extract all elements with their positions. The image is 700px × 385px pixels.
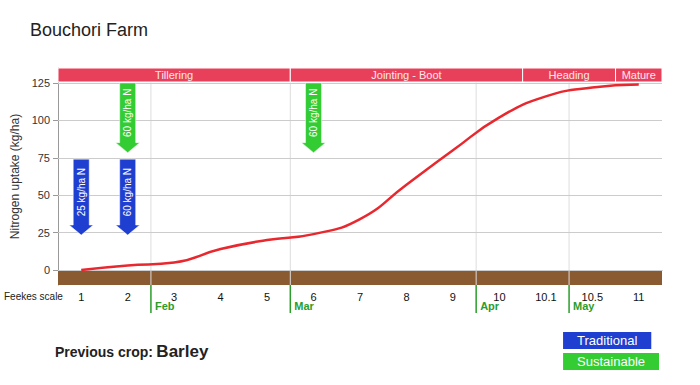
- svg-text:11: 11: [633, 291, 644, 303]
- svg-text:9: 9: [450, 291, 456, 303]
- svg-text:7: 7: [357, 291, 363, 303]
- svg-text:Heading: Heading: [549, 69, 590, 81]
- svg-text:May: May: [573, 300, 595, 312]
- svg-text:8: 8: [403, 291, 409, 303]
- svg-text:60 kg/ha N: 60 kg/ha N: [122, 89, 133, 137]
- svg-text:3: 3: [171, 290, 178, 303]
- svg-text:10: 10: [493, 290, 506, 303]
- svg-text:60 kg/ha N: 60 kg/ha N: [122, 168, 133, 216]
- svg-text:Nitrogen uptake (kg/ha): Nitrogen uptake (kg/ha): [8, 114, 22, 239]
- svg-text:Sustainable: Sustainable: [577, 354, 645, 369]
- svg-text:50: 50: [38, 189, 50, 201]
- svg-text:125: 125: [32, 77, 50, 89]
- svg-text:Feb: Feb: [155, 300, 175, 312]
- svg-text:Previous crop:: Previous crop:: [55, 344, 153, 360]
- svg-text:75: 75: [38, 152, 50, 164]
- svg-text:Barley: Barley: [156, 342, 209, 361]
- svg-text:Mature: Mature: [622, 69, 656, 81]
- svg-text:4: 4: [218, 291, 224, 303]
- svg-text:Feekes scale: Feekes scale: [4, 291, 63, 302]
- svg-text:Bouchori Farm: Bouchori Farm: [30, 20, 148, 40]
- svg-text:6: 6: [310, 290, 317, 303]
- svg-text:0: 0: [44, 264, 50, 276]
- svg-text:60 kg/ha N: 60 kg/ha N: [308, 89, 319, 137]
- svg-text:25 kg/ha N: 25 kg/ha N: [76, 168, 87, 216]
- svg-text:25: 25: [38, 227, 50, 239]
- svg-text:10.1: 10.1: [535, 291, 556, 303]
- svg-text:2: 2: [125, 291, 131, 303]
- svg-text:Apr: Apr: [480, 300, 500, 312]
- svg-text:100: 100: [32, 114, 50, 126]
- svg-text:1: 1: [78, 291, 84, 303]
- svg-text:Traditional: Traditional: [577, 333, 637, 348]
- svg-text:Jointing - Boot: Jointing - Boot: [371, 69, 441, 81]
- svg-text:Tillering: Tillering: [155, 69, 193, 81]
- svg-text:Mar: Mar: [294, 300, 314, 312]
- svg-text:5: 5: [264, 291, 270, 303]
- svg-text:10.5: 10.5: [581, 290, 603, 303]
